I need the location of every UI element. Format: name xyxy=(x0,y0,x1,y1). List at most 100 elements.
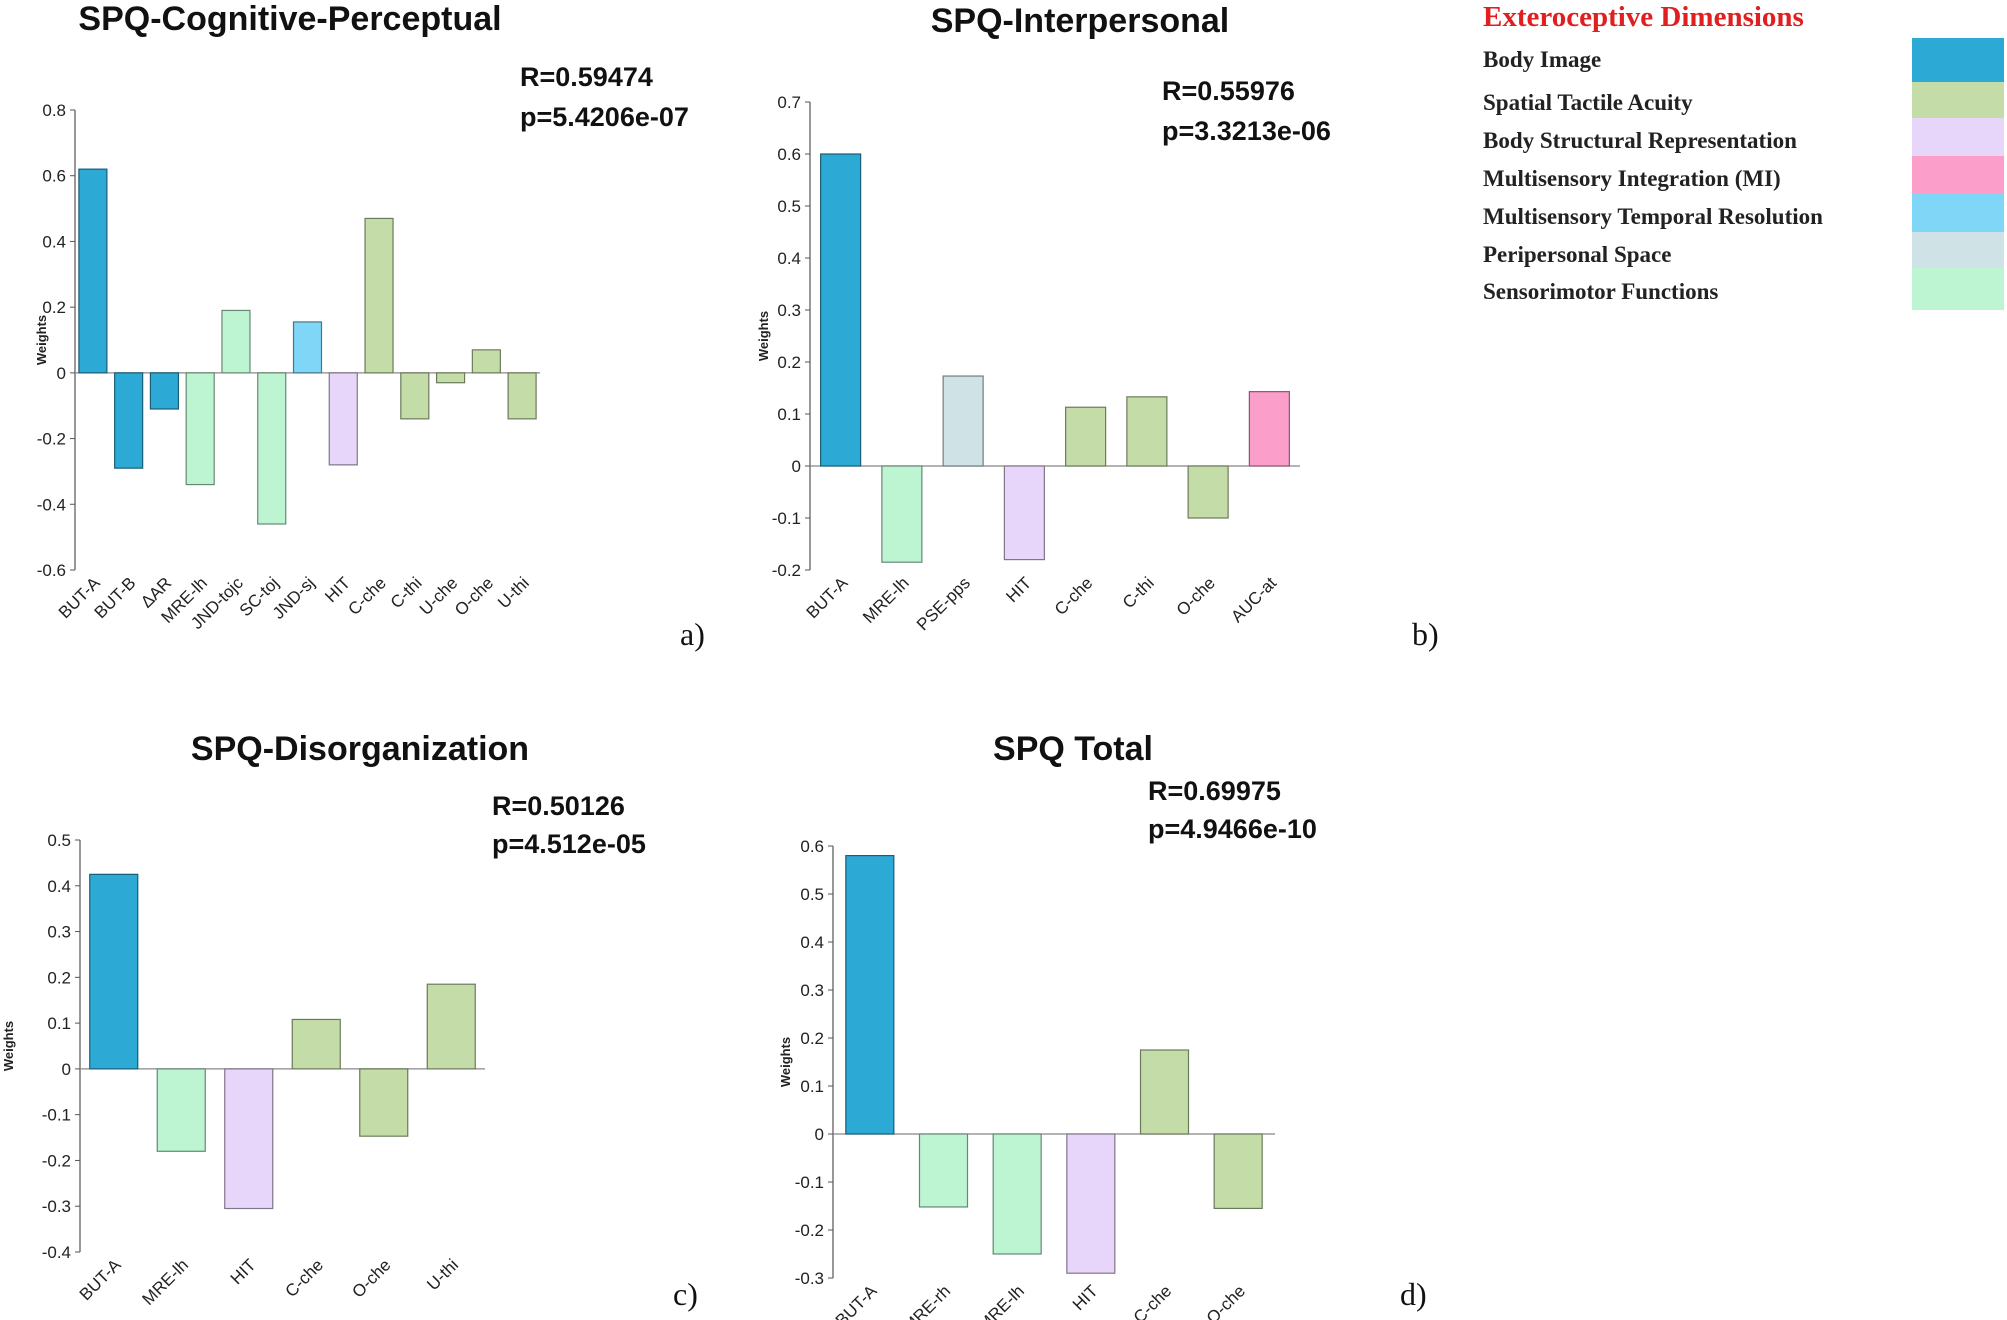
legend-item-label: Peripersonal Space xyxy=(1483,242,1671,267)
bar-o-che xyxy=(471,349,501,374)
correlation-p: p=4.9466e-10 xyxy=(1148,814,1317,844)
x-tick-label: O-che xyxy=(451,573,497,619)
correlation-p: p=3.3213e-06 xyxy=(1162,116,1331,146)
bar-c-thi xyxy=(400,372,430,420)
bar-but-a xyxy=(78,168,108,374)
bar-mre-lh xyxy=(992,1133,1042,1255)
legend-swatch xyxy=(1912,194,2004,232)
x-tick-label: U-thi xyxy=(494,573,533,612)
y-tick-label: -0.1 xyxy=(772,509,801,528)
bar-jnd-sj xyxy=(292,321,323,374)
y-tick-label: 0.4 xyxy=(800,933,824,952)
bar-but-a xyxy=(89,873,139,1070)
y-tick-label: 0.2 xyxy=(777,353,801,372)
chart-title: SPQ-Interpersonal xyxy=(931,2,1230,40)
bar-but-b xyxy=(114,372,144,469)
x-tick-label: MRE-lh xyxy=(974,1281,1028,1320)
y-tick-label: 0.7 xyxy=(777,93,801,112)
y-tick-label: 0.4 xyxy=(42,232,66,251)
bar-c-che xyxy=(1065,406,1107,467)
y-axis-label: Weights xyxy=(1,1021,16,1071)
legend-item-label: Spatial Tactile Acuity xyxy=(1483,90,1693,115)
x-tick-label: U-thi xyxy=(423,1255,462,1294)
legend: Exteroceptive Dimensions Body Image Spatia… xyxy=(1483,1,2004,310)
y-axis-label: Weights xyxy=(34,315,49,365)
bar-mre-lh xyxy=(881,465,923,563)
correlation-p: p=4.512e-05 xyxy=(492,829,646,859)
x-tick-label: O-che xyxy=(1173,573,1219,619)
y-tick-label: -0.3 xyxy=(795,1269,824,1288)
bar-mre-lh xyxy=(185,372,215,486)
bar-but-a xyxy=(845,854,895,1135)
y-axis-label: Weights xyxy=(756,311,771,361)
bar-o-che xyxy=(359,1068,409,1137)
chart-panel-1: SPQ-Cognitive-Perceptual R=0.59474 p=5.420… xyxy=(34,0,705,652)
legend-item-label: Body Image xyxy=(1483,47,1601,72)
y-tick-label: 0.3 xyxy=(777,301,801,320)
legend-item-label: Multisensory Temporal Resolution xyxy=(1483,204,1823,229)
y-tick-label: 0.5 xyxy=(47,831,71,850)
x-tick-label: O-che xyxy=(348,1255,394,1301)
bar--ar xyxy=(149,372,180,410)
panel-label: a) xyxy=(680,616,705,652)
bar-o-che xyxy=(1213,1133,1263,1210)
y-tick-label: 0.6 xyxy=(800,837,824,856)
x-tick-label: O-che xyxy=(1203,1281,1249,1320)
x-tick-label: C-che xyxy=(344,573,390,619)
x-tick-label: C-che xyxy=(1130,1281,1176,1320)
y-tick-label: 0.5 xyxy=(777,197,801,216)
legend-item-label: Body Structural Representation xyxy=(1483,128,1797,153)
bar-u-thi xyxy=(507,372,537,420)
bar-mre-lh xyxy=(156,1068,206,1152)
x-tick-label: U-che xyxy=(416,573,462,619)
legend-swatch xyxy=(1912,118,2004,156)
x-tick-label: C-thi xyxy=(1119,573,1158,612)
y-tick-label: 0.5 xyxy=(800,885,824,904)
y-tick-label: 0 xyxy=(57,364,66,383)
y-tick-label: 0.2 xyxy=(42,298,66,317)
legend-swatch xyxy=(1912,82,2004,118)
bar-c-che xyxy=(1139,1049,1190,1135)
panel-label: d) xyxy=(1400,1276,1427,1312)
bar-hit xyxy=(224,1068,274,1210)
y-tick-label: 0.2 xyxy=(47,968,71,987)
correlation-r: R=0.50126 xyxy=(492,791,625,821)
legend-item-label: Sensorimotor Functions xyxy=(1483,279,1718,304)
y-tick-label: 0 xyxy=(62,1060,71,1079)
bar-hit xyxy=(1003,465,1045,561)
bar-but-a xyxy=(820,153,862,467)
correlation-r: R=0.55976 xyxy=(1162,76,1295,106)
correlation-r: R=0.69975 xyxy=(1148,776,1281,806)
x-tick-label: MRE-lh xyxy=(859,573,913,627)
y-tick-label: 0.6 xyxy=(42,167,66,186)
correlation-r: R=0.59474 xyxy=(520,62,653,92)
chart-panel-4: SPQ Total R=0.69975 p=4.9466e-10 -0.3 -0.2 -0… xyxy=(778,730,1427,1320)
y-tick-label: -0.3 xyxy=(42,1197,71,1216)
x-tick-label: MRE-lh xyxy=(139,1255,193,1309)
y-tick-label: -0.2 xyxy=(42,1151,71,1170)
legend-swatch xyxy=(1912,232,2004,268)
bar-c-thi xyxy=(1126,396,1168,467)
y-tick-label: 0 xyxy=(792,457,801,476)
x-tick-label: BUT-B xyxy=(91,573,140,622)
chart-title: SPQ-Cognitive-Perceptual xyxy=(78,0,501,38)
chart-title: SPQ-Disorganization xyxy=(191,730,529,768)
legend-title: Exteroceptive Dimensions xyxy=(1483,1,1804,33)
y-tick-label: -0.4 xyxy=(42,1243,71,1262)
legend-swatch xyxy=(1912,156,2004,194)
chart-panel-3: SPQ-Disorganization R=0.50126 p=4.512e-05 -… xyxy=(1,730,698,1312)
correlation-p: p=5.4206e-07 xyxy=(520,102,689,132)
y-tick-label: 0.2 xyxy=(800,1029,824,1048)
x-tick-label: C-che xyxy=(282,1255,328,1301)
y-tick-label: 0 xyxy=(815,1125,824,1144)
x-tick-label: HIT xyxy=(1002,573,1035,606)
x-tick-label: C-che xyxy=(1051,573,1097,619)
y-tick-label: 0.1 xyxy=(47,1014,71,1033)
chart-title: SPQ Total xyxy=(993,730,1153,768)
y-tick-label: 0.4 xyxy=(777,249,801,268)
x-tick-label: PSE-pps xyxy=(913,573,974,634)
bar-jnd-tojc xyxy=(221,309,251,374)
bar-o-che xyxy=(1187,465,1229,519)
y-tick-label: 0.8 xyxy=(42,101,66,120)
